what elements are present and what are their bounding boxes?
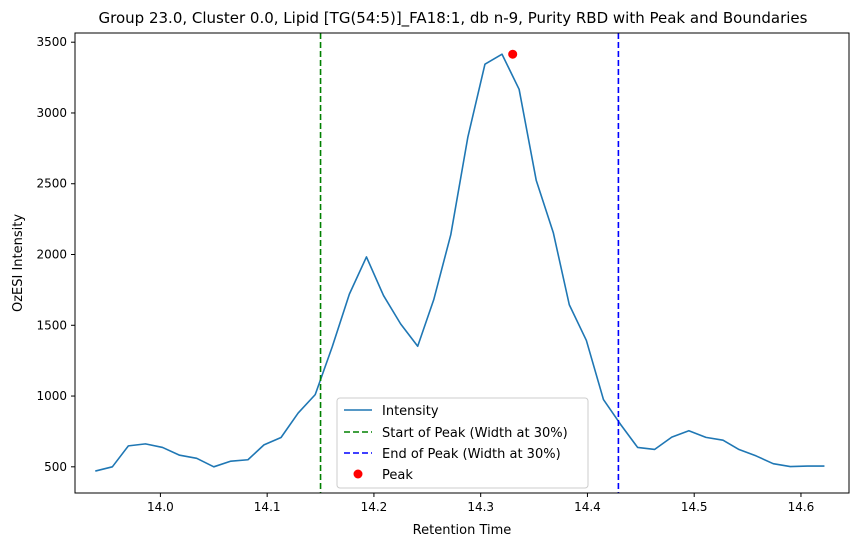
legend: Intensity Start of Peak (Width at 30%) E… bbox=[336, 397, 589, 489]
x-tick-label: 14.0 bbox=[147, 500, 174, 514]
x-tick-label: 14.5 bbox=[681, 500, 708, 514]
y-tick-label: 1000 bbox=[36, 389, 67, 403]
y-tick-label: 2500 bbox=[36, 177, 67, 191]
legend-end-label: End of Peak (Width at 30%) bbox=[382, 447, 561, 462]
legend-start-label: Start of Peak (Width at 30%) bbox=[382, 426, 568, 441]
x-tick-label: 14.1 bbox=[254, 500, 281, 514]
legend-peak-label: Peak bbox=[382, 468, 413, 483]
axes-frame bbox=[74, 32, 850, 494]
y-axis-ticks: 500 1000 1500 2000 2500 3000 3500 bbox=[36, 35, 75, 474]
y-tick-label: 3000 bbox=[36, 106, 67, 120]
intensity-series-line bbox=[95, 53, 825, 472]
y-tick-label: 500 bbox=[44, 460, 67, 474]
x-tick-label: 14.6 bbox=[788, 500, 815, 514]
x-tick-label: 14.2 bbox=[361, 500, 388, 514]
legend-box bbox=[336, 397, 589, 489]
y-tick-label: 3500 bbox=[36, 35, 67, 49]
x-tick-label: 14.4 bbox=[574, 500, 601, 514]
chart-title: Group 23.0, Cluster 0.0, Lipid [TG(54:5)… bbox=[99, 9, 808, 28]
y-tick-label: 1500 bbox=[36, 318, 67, 332]
x-axis-ticks: 14.0 14.1 14.2 14.3 14.4 14.5 14.6 bbox=[147, 493, 814, 514]
x-tick-label: 14.3 bbox=[467, 500, 494, 514]
peak-marker bbox=[508, 49, 518, 59]
legend-intensity-label: Intensity bbox=[382, 404, 439, 419]
y-axis-label: OzESI Intensity bbox=[11, 214, 26, 312]
x-axis-label: Retention Time bbox=[413, 523, 512, 538]
plot-area bbox=[95, 33, 825, 493]
y-tick-label: 2000 bbox=[36, 248, 67, 262]
legend-peak-swatch bbox=[353, 469, 363, 479]
